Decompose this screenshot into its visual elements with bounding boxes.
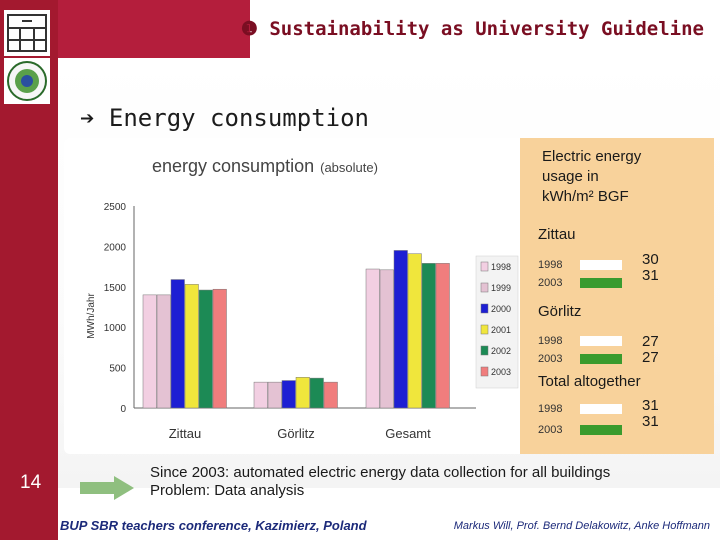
total-bar-1998 xyxy=(580,404,622,414)
y-tick-label: 1500 xyxy=(104,283,127,294)
legend-label: 2003 xyxy=(491,367,511,377)
info-title-line-3: kWh/m² BGF xyxy=(542,188,629,205)
group-name-goerlitz: Görlitz xyxy=(538,303,582,320)
goerlitz-value-2003: 27 xyxy=(642,349,659,366)
bar-zittau-1999 xyxy=(156,294,171,409)
bar-görlitz-1999 xyxy=(267,381,282,409)
bar-görlitz-2001 xyxy=(295,377,310,409)
bar-görlitz-2003 xyxy=(323,381,338,409)
goerlitz-value-1998: 27 xyxy=(642,333,659,350)
bar-gesamt-1998 xyxy=(365,268,380,409)
x-category-label: Gesamt xyxy=(385,426,431,441)
bar-chart: energy consumption (absolute) MWh/Jahr 0 5… xyxy=(86,156,519,441)
bar-zittau-1998 xyxy=(142,294,157,409)
y-tick-label: 2000 xyxy=(104,242,127,253)
group-zittau-year-1: 1998 xyxy=(538,259,563,271)
legend-swatch xyxy=(480,303,489,314)
bar-görlitz-2000 xyxy=(281,380,296,409)
footer xyxy=(58,505,720,540)
group-total-year-1: 1998 xyxy=(538,403,563,415)
slide-title: ❶ Sustainability as University Guideline xyxy=(240,18,704,40)
x-category-label: Görlitz xyxy=(277,426,315,441)
group-goerlitz-year-2: 2003 xyxy=(538,353,563,365)
goerlitz-bar-2003 xyxy=(580,354,622,364)
legend-label: 2001 xyxy=(491,325,511,335)
chart-title-suffix: (absolute) xyxy=(320,160,378,175)
x-category-label: Zittau xyxy=(169,426,202,441)
bar-gesamt-2000 xyxy=(393,250,408,409)
bar-gesamt-2003 xyxy=(435,263,450,409)
legend-swatch xyxy=(480,282,489,293)
bar-görlitz-2002 xyxy=(309,377,324,409)
header-title-area: ❶ Sustainability as University Guideline xyxy=(241,0,720,58)
total-value-2003: 31 xyxy=(642,413,659,430)
bar-zittau-2003 xyxy=(212,288,227,409)
left-sidebar xyxy=(0,0,58,540)
note-line-2: Problem: Data analysis xyxy=(150,482,305,499)
zittau-value-1998: 30 xyxy=(642,251,659,268)
footer-authors: Markus Will, Prof. Bernd Delakowitz, Ank… xyxy=(453,520,710,532)
zittau-value-2003: 31 xyxy=(642,267,659,284)
zittau-bar-2003 xyxy=(580,278,622,288)
legend-swatch xyxy=(480,345,489,356)
group-name-total: Total altogether xyxy=(538,373,641,390)
bar-gesamt-1999 xyxy=(379,269,394,409)
y-axis-label: MWh/Jahr xyxy=(86,293,97,339)
y-tick-label: 1000 xyxy=(104,323,127,334)
group-zittau-year-2: 2003 xyxy=(538,277,563,289)
chart-panel: energy consumption (absolute) MWh/Jahr 0 5… xyxy=(64,138,536,454)
bar-zittau-2002 xyxy=(198,289,213,409)
legend-label: 2002 xyxy=(491,346,511,356)
footer-conference: BUP SBR teachers conference, Kazimierz, … xyxy=(60,518,367,533)
note-line-1: Since 2003: automated electric energy da… xyxy=(150,464,611,481)
chart-title: energy consumption (absolute) xyxy=(152,156,378,176)
legend-label: 1998 xyxy=(491,262,511,272)
goerlitz-bar-1998 xyxy=(580,336,622,346)
slide-subtitle: ➔ Energy consumption xyxy=(80,104,369,132)
bar-görlitz-1998 xyxy=(253,381,268,409)
zittau-bar-1998 xyxy=(580,260,622,270)
legend-label: 2000 xyxy=(491,304,511,314)
group-name-zittau: Zittau xyxy=(538,226,576,243)
emblem-logo xyxy=(4,58,50,104)
right-arrow-icon xyxy=(78,474,136,502)
legend-label: 1999 xyxy=(491,283,511,293)
bar-gesamt-2001 xyxy=(407,253,422,409)
y-tick-label: 500 xyxy=(109,364,126,375)
university-logo xyxy=(4,10,50,56)
bar-zittau-2000 xyxy=(170,279,185,409)
group-total-year-2: 2003 xyxy=(538,424,563,436)
info-panel: Electric energy usage in kWh/m² BGF Zitt… xyxy=(520,138,714,454)
legend-swatch xyxy=(480,324,489,335)
legend-swatch xyxy=(480,261,489,272)
y-tick-label: 0 xyxy=(120,404,126,415)
group-goerlitz-year-1: 1998 xyxy=(538,335,563,347)
info-title-line-1: Electric energy xyxy=(542,148,642,165)
legend-box xyxy=(475,255,519,389)
y-tick-label: 2500 xyxy=(104,202,127,213)
slide-number: 14 xyxy=(20,472,42,493)
info-title-line-2: usage in xyxy=(542,168,599,185)
bar-zittau-2001 xyxy=(184,284,199,409)
bar-gesamt-2002 xyxy=(421,263,436,409)
legend-swatch xyxy=(480,366,489,377)
total-bar-2003 xyxy=(580,425,622,435)
total-value-1998: 31 xyxy=(642,397,659,414)
